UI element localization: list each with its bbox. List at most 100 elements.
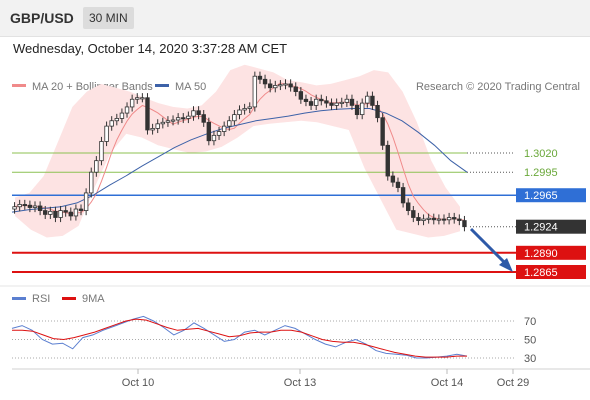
candle-body	[191, 110, 196, 117]
candle-body	[257, 75, 263, 80]
candle-body	[32, 205, 38, 208]
candle-body	[135, 97, 140, 100]
candle-body	[43, 210, 48, 215]
candle-body	[53, 210, 58, 218]
candle-body	[452, 217, 457, 220]
candle-body	[175, 117, 181, 121]
candle-body	[329, 102, 334, 106]
pivot-price-label: 1.2965	[524, 190, 558, 202]
rsi-legend-swatch	[12, 297, 26, 300]
ma9-legend-swatch	[62, 297, 76, 300]
candle-body	[227, 120, 232, 127]
time-tick-label: Oct 14	[431, 377, 463, 389]
candle-body	[186, 115, 191, 119]
candle-body	[89, 171, 94, 194]
candle-body	[124, 106, 130, 114]
candle-body	[426, 217, 431, 220]
ma20-legend-swatch	[12, 84, 26, 87]
candle-body	[390, 175, 396, 183]
pivot-price-tag	[516, 188, 586, 203]
candle-body	[349, 98, 355, 106]
candle-body	[385, 144, 390, 177]
candle-body	[181, 117, 186, 120]
candle-body	[22, 204, 27, 207]
candlestick-series	[12, 71, 467, 232]
candle-body	[441, 218, 447, 221]
candle-body	[242, 108, 247, 111]
candle-body	[94, 160, 99, 173]
time-tick-label: Oct 10	[122, 377, 154, 389]
projection-arrow-head	[499, 258, 513, 272]
ma50-legend-label: MA 50	[175, 81, 206, 93]
rsi-ma9-line	[12, 318, 467, 358]
candle-body	[114, 118, 120, 122]
candle-body	[247, 106, 252, 109]
candle-body	[334, 102, 339, 106]
candle-body	[313, 98, 319, 106]
candle-body	[63, 210, 68, 213]
candle-body	[283, 83, 288, 86]
candle-body	[319, 98, 324, 102]
timeframe-button[interactable]: 30 MIN	[83, 7, 134, 29]
candle-body	[83, 192, 89, 211]
candle-body	[267, 83, 273, 89]
rsi-tick-label: 50	[524, 335, 536, 347]
candle-body	[109, 120, 114, 127]
candle-body	[145, 97, 150, 131]
candle-body	[431, 217, 436, 221]
candle-body	[160, 121, 166, 125]
candle-body	[436, 218, 442, 221]
candle-body	[354, 105, 360, 116]
candle-body	[211, 134, 217, 142]
candle-body	[416, 217, 421, 221]
price-levels	[12, 152, 516, 273]
candle-body	[206, 121, 212, 142]
candle-body	[150, 128, 155, 131]
candle-body	[395, 181, 401, 188]
candle-body	[216, 131, 222, 136]
time-axis-ticks: Oct 10 Oct 13 Oct 14 Oct 29	[122, 369, 529, 389]
rsi-grid: 70 50 30	[12, 316, 536, 365]
resistance-label: 1.2995	[524, 167, 558, 179]
candle-body	[155, 123, 160, 129]
candle-body	[273, 85, 278, 89]
candle-body	[252, 75, 258, 108]
candle-body	[339, 101, 344, 104]
candle-body	[288, 83, 293, 88]
price-level-labels: 1.3020 1.2995 1.2965 1.2924 1.2890 1.2865	[516, 148, 586, 279]
time-tick-label: Oct 13	[284, 377, 316, 389]
header-bar: GBP/USD 30 MIN	[0, 0, 590, 37]
candle-body	[375, 105, 380, 119]
candle-body	[380, 117, 385, 146]
candle-body	[421, 218, 426, 221]
candle-body	[324, 100, 329, 104]
candle-body	[298, 91, 304, 100]
candle-body	[221, 125, 227, 132]
candle-body	[119, 112, 125, 119]
candle-body	[293, 86, 298, 92]
candle-body	[104, 125, 109, 142]
candle-body	[165, 120, 171, 123]
candle-body	[411, 210, 416, 218]
rsi-tick-label: 70	[524, 316, 536, 328]
candle-body	[365, 95, 370, 104]
candle-body	[37, 205, 43, 211]
ma20-line	[14, 82, 465, 221]
rsi-legend-label: RSI	[32, 293, 50, 305]
candle-body	[78, 208, 84, 211]
candle-body	[278, 84, 283, 87]
support-price-label: 1.2890	[524, 248, 558, 260]
candle-body	[446, 217, 452, 221]
candle-body	[232, 114, 237, 122]
candle-body	[99, 141, 104, 162]
candle-body	[237, 109, 242, 116]
candle-body	[12, 206, 17, 210]
candle-body	[262, 78, 268, 85]
candle-body	[370, 95, 375, 106]
ma50-legend-swatch	[155, 84, 169, 87]
projection-arrow-shaft	[469, 227, 510, 268]
rsi-line	[11, 315, 468, 359]
time-tick-label: Oct 29	[497, 377, 529, 389]
